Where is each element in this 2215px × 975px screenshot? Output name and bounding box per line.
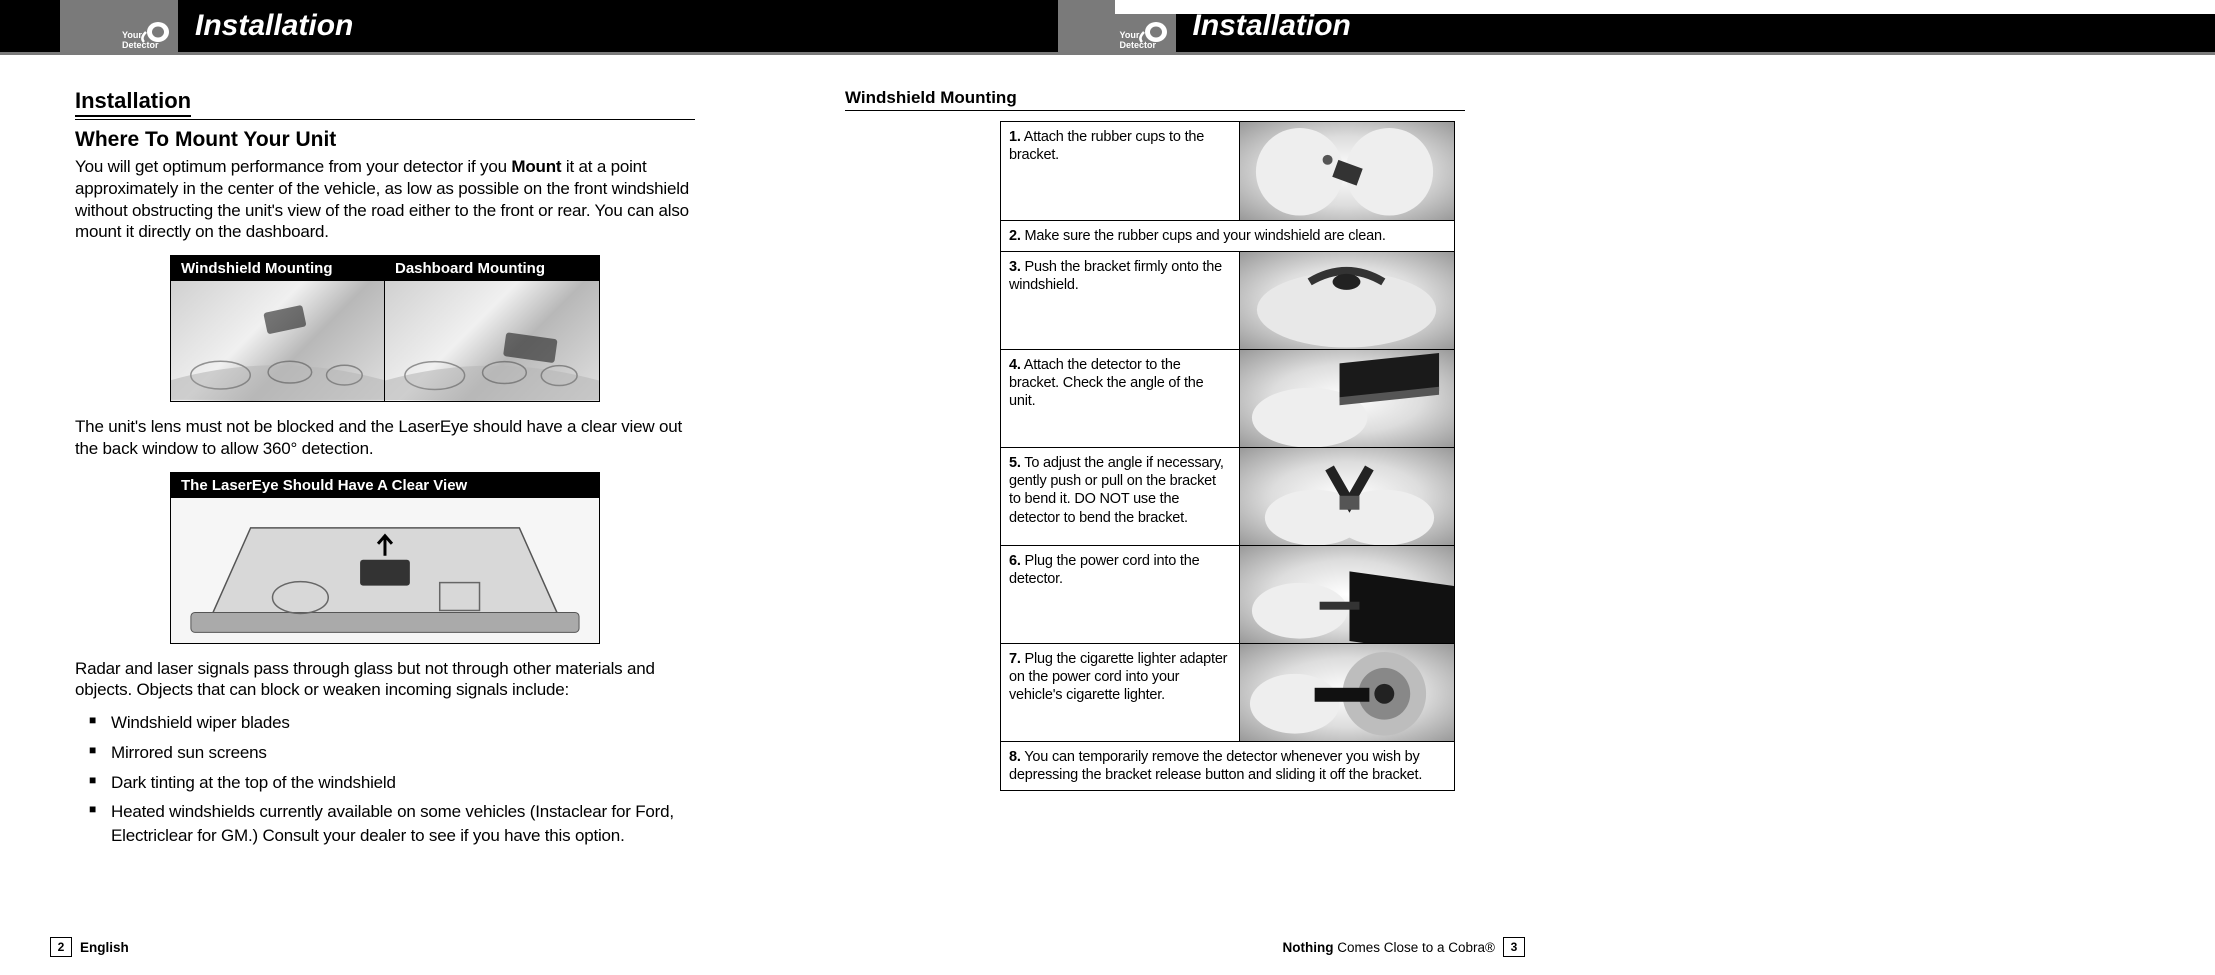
footer-right-text: Nothing Comes Close to a Cobra®	[1283, 940, 1496, 955]
p2: The unit's lens must not be blocked and …	[75, 416, 695, 460]
mounting-header-left: Windshield Mounting	[171, 256, 385, 281]
clear-view-illustration	[171, 498, 599, 643]
mounting-images	[171, 281, 599, 401]
obstruction-list: Windshield wiper blades Mirrored sun scr…	[89, 711, 695, 848]
bullet-4: Heated windshields currently available o…	[89, 800, 695, 848]
step-illustration-6	[1239, 546, 1454, 643]
step-text-4: 4. Attach the detector to the bracket. C…	[1001, 350, 1239, 447]
step-row-2: 2. Make sure the rubber cups and your wi…	[1001, 220, 1454, 251]
mounting-comparison-box: Windshield Mounting Dashboard Mounting	[170, 255, 600, 402]
p1-pre: You will get optimum performance from yo…	[75, 157, 511, 176]
intro-paragraph: You will get optimum performance from yo…	[75, 156, 695, 243]
footer-left-text: English	[80, 940, 129, 955]
right-rule	[845, 110, 1465, 111]
step-illustration-7	[1239, 644, 1454, 741]
header-title-left: Installation	[195, 9, 353, 43]
step-illustration-5	[1239, 448, 1454, 545]
section-rule	[75, 119, 695, 120]
header-logo-box: Your Detector	[60, 0, 178, 52]
steps-table: 1. Attach the rubber cups to the bracket…	[1000, 121, 1455, 791]
footer-left: 2 English	[50, 937, 129, 957]
p1-bold: Mount	[511, 157, 561, 176]
left-page: Installation Where To Mount Your Unit Yo…	[75, 88, 695, 854]
step-row-7: 7. Plug the cigarette lighter adapter on…	[1001, 643, 1454, 741]
step-text-5: 5. To adjust the angle if necessary, gen…	[1001, 448, 1239, 545]
step-row-1: 1. Attach the rubber cups to the bracket…	[1001, 122, 1454, 220]
detector-icon-2	[1134, 12, 1170, 48]
step-text-3: 3. Push the bracket firmly onto the wind…	[1001, 252, 1239, 349]
p3: Radar and laser signals pass through gla…	[75, 658, 695, 702]
clear-view-header: The LaserEye Should Have A Clear View	[171, 473, 599, 498]
page-num-left: 2	[50, 937, 72, 957]
header-underline	[0, 52, 2215, 55]
right-page: Windshield Mounting 1. Attach the rubber…	[845, 88, 1465, 791]
step-illustration-1	[1239, 122, 1454, 220]
mounting-header: Windshield Mounting Dashboard Mounting	[171, 256, 599, 281]
clear-view-box: The LaserEye Should Have A Clear View	[170, 472, 600, 644]
footer-right-rest: Comes Close to a Cobra®	[1333, 940, 1495, 955]
windshield-mounting-title: Windshield Mounting	[845, 88, 1465, 108]
windshield-mount-illustration	[171, 281, 385, 401]
detector-icon	[136, 12, 172, 48]
step-text-2: 2. Make sure the rubber cups and your wi…	[1001, 221, 1454, 251]
bullet-2: Mirrored sun screens	[89, 741, 695, 765]
step-row-3: 3. Push the bracket firmly onto the wind…	[1001, 251, 1454, 349]
header-left: Your Detector Installation	[0, 0, 1108, 52]
step-text-1: 1. Attach the rubber cups to the bracket…	[1001, 122, 1239, 220]
dashboard-mount-illustration	[385, 281, 599, 401]
step-row-8: 8. You can temporarily remove the detect…	[1001, 741, 1454, 790]
page-num-right: 3	[1503, 937, 1525, 957]
header-right-whitespace	[1115, 0, 2215, 14]
step-text-7: 7. Plug the cigarette lighter adapter on…	[1001, 644, 1239, 741]
step-text-6: 6. Plug the power cord into the detector…	[1001, 546, 1239, 643]
bullet-1: Windshield wiper blades	[89, 711, 695, 735]
header-title-right: Installation	[1193, 9, 1351, 43]
step-text-8: 8. You can temporarily remove the detect…	[1001, 742, 1454, 790]
footer-right: Nothing Comes Close to a Cobra® 3	[1283, 937, 1526, 957]
sub-title: Where To Mount Your Unit	[75, 128, 695, 152]
step-row-4: 4. Attach the detector to the bracket. C…	[1001, 349, 1454, 447]
footer-right-bold: Nothing	[1283, 940, 1334, 955]
bullet-3: Dark tinting at the top of the windshiel…	[89, 771, 695, 795]
step-row-5: 5. To adjust the angle if necessary, gen…	[1001, 447, 1454, 545]
mounting-header-right: Dashboard Mounting	[385, 256, 599, 281]
section-title: Installation	[75, 88, 191, 117]
step-row-6: 6. Plug the power cord into the detector…	[1001, 545, 1454, 643]
step-illustration-4	[1239, 350, 1454, 447]
step-illustration-3	[1239, 252, 1454, 349]
